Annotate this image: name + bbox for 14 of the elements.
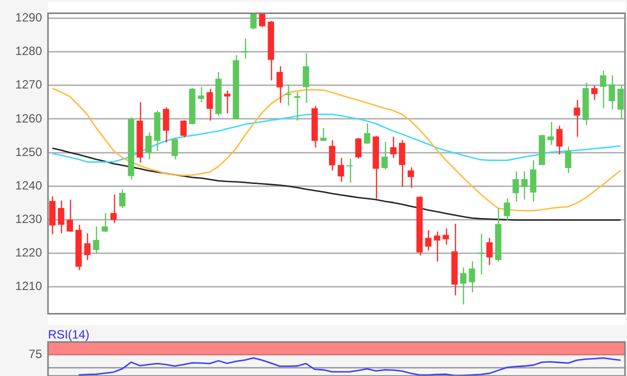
chart-title: RSI(14): [48, 327, 90, 342]
y-tick-label: 1290: [15, 10, 42, 25]
y-tick-label: 1280: [15, 44, 42, 58]
candlestick: [242, 38, 248, 60]
y-tick-label: 1240: [15, 178, 42, 192]
y-tick-label: 1250: [15, 144, 42, 159]
y-tick-label: 1210: [15, 279, 42, 294]
y-tick-label: 1220: [15, 246, 42, 260]
y-tick-label: 1230: [15, 212, 42, 226]
y-tick-label: 1260: [15, 111, 42, 126]
candlestick: [294, 92, 300, 122]
candlestick: [390, 136, 396, 159]
band-label: 75: [28, 347, 42, 362]
y-tick-label: 1270: [15, 78, 42, 92]
